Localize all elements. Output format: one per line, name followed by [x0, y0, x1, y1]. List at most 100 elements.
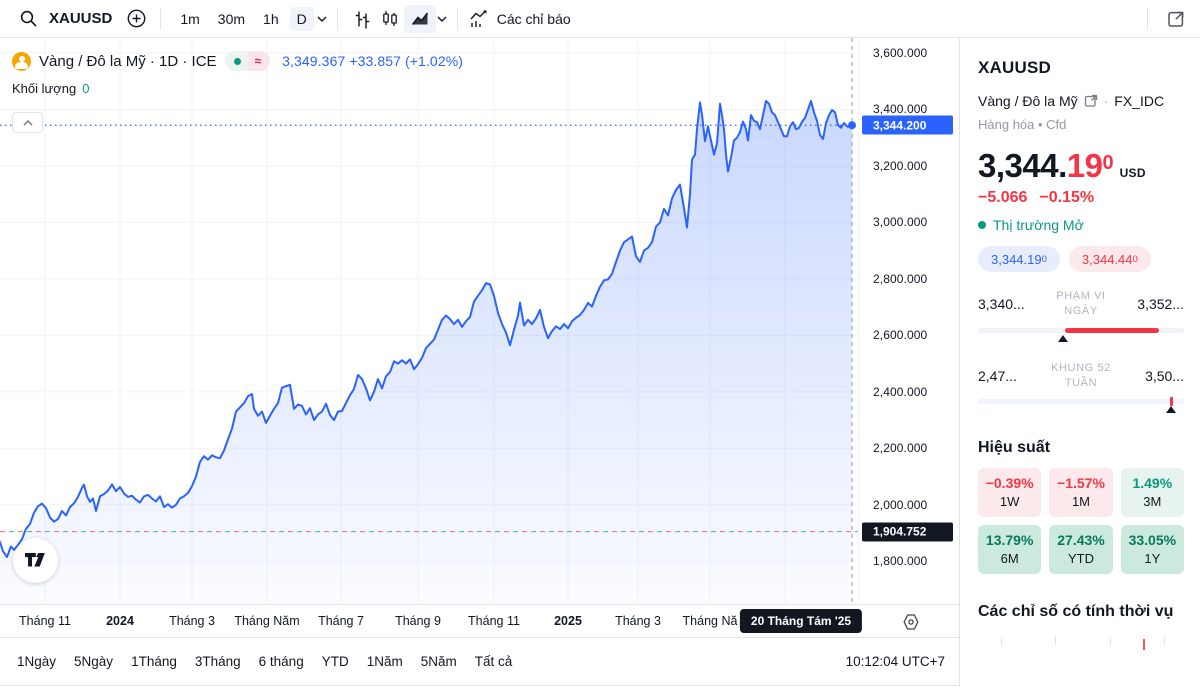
price-axis-tick: 2,400.000 — [873, 384, 928, 399]
tradingview-logo[interactable] — [13, 538, 58, 583]
perf-period: 1Y — [1144, 551, 1161, 567]
interval-button-1h[interactable]: 1h — [263, 10, 279, 27]
symbol-search-button[interactable]: XAUUSD — [49, 10, 113, 27]
symbol-search-group: XAUUSD — [14, 5, 150, 33]
day-range-high: 3,352... — [1137, 295, 1184, 312]
sidebar-exchange[interactable]: FX_IDC — [1114, 93, 1165, 109]
range-button-5Năm[interactable]: 5Năm — [420, 654, 457, 669]
time-axis-tick: Tháng Nă — [682, 614, 738, 628]
day-range-marker — [1058, 334, 1069, 342]
market-open-dot-icon — [978, 221, 986, 229]
range-button-YTD[interactable]: YTD — [321, 654, 349, 669]
seasonal-axis-tick — [1164, 636, 1166, 646]
interval-button-1m[interactable]: 1m — [180, 10, 200, 27]
seasonal-title[interactable]: Các chỉ số có tính thời vụ — [978, 603, 1174, 621]
search-icon[interactable] — [14, 5, 42, 33]
interval-button-30m[interactable]: 30m — [217, 10, 246, 27]
interval-button-D[interactable]: D — [289, 6, 314, 31]
price-currency: USD — [1119, 166, 1146, 180]
interval-chevron-down-icon[interactable] — [317, 16, 327, 22]
performance-tile-1W: −0.39% 1W — [978, 468, 1042, 518]
week52-label: KHUNG 52 TUẦN — [1051, 361, 1111, 389]
low-price-badge: 1,904.752 — [862, 522, 953, 542]
perf-period: 1W — [999, 494, 1020, 510]
range-button-6-tháng[interactable]: 6 tháng — [258, 654, 304, 669]
range-button-1Ngày[interactable]: 1Ngày — [17, 654, 57, 669]
indicators-label: Các chỉ báo — [496, 10, 571, 27]
perf-period: 6M — [1000, 551, 1019, 567]
week52-marker — [1165, 406, 1176, 414]
time-axis-tick: 2025 — [554, 614, 582, 628]
market-status-row: Thị trường Mở — [978, 217, 1184, 233]
bottom-range-bar: 1Ngày 5Ngày 1Tháng 3Tháng 6 tháng YTD 1Năm 5Năm… — [0, 637, 959, 686]
interval-group: 1m 30m 1h D — [171, 6, 315, 31]
chart-style-chevron-down-icon[interactable] — [437, 16, 447, 22]
sidebar-change-row: −5.066 −0.15% — [978, 189, 1184, 207]
candles-style-icon[interactable] — [376, 5, 404, 33]
range-button-5Ngày[interactable]: 5Ngày — [74, 654, 114, 669]
legend-symbol-title[interactable]: Vàng / Đô la Mỹ · 1D · ICE — [39, 52, 217, 70]
symbol-details-sidebar: XAUUSD Vàng / Đô la Mỹ · FX_IDC Hàng hóa… — [959, 38, 1200, 687]
range-button-3Tháng[interactable]: 3Tháng — [194, 654, 241, 669]
price-chart-svg[interactable] — [0, 38, 959, 604]
open-in-new-window-icon[interactable] — [1162, 5, 1190, 33]
axis-settings-icon[interactable] — [901, 612, 921, 637]
last-date-badge: 20 Tháng Tám '25 — [739, 609, 863, 633]
range-buttons-group: 1Ngày 5Ngày 1Tháng 3Tháng 6 tháng YTD 1Năm 5Năm… — [8, 648, 521, 675]
toolbar-separator — [160, 7, 162, 30]
bars-style-icon[interactable] — [348, 5, 376, 33]
time-axis[interactable]: Tháng Nă Tháng 3 2025 Tháng 11 Tháng 9 Tháng … — [0, 604, 959, 637]
perf-value: 33.05% — [1128, 532, 1177, 549]
seasonal-axis-tick — [1000, 636, 1002, 646]
performance-tile-1M: −1.57% 1M — [1049, 468, 1113, 518]
compare-add-symbol-icon[interactable] — [122, 5, 150, 33]
range-button-Tất-cả[interactable]: Tất cả — [474, 654, 513, 669]
time-axis-tick: Tháng 11 — [19, 614, 71, 628]
day-range-label: PHẠM VI NGÀY — [1056, 290, 1106, 317]
approx-data-badge: ≈ — [247, 51, 271, 71]
perf-period: 1M — [1071, 494, 1091, 510]
chart-column: 3,600.000 3,400.000 3,200.000 3,000.000 2,80… — [0, 38, 959, 687]
perf-value: 27.43% — [1057, 532, 1105, 549]
perf-value: 1.49% — [1132, 475, 1173, 492]
week52-current-tick — [1169, 397, 1173, 407]
price-axis[interactable]: 3,600.000 3,400.000 3,200.000 3,000.000 2,80… — [858, 38, 959, 604]
market-status-pill[interactable]: ≈ — [224, 51, 271, 71]
chart-style-group — [348, 4, 447, 33]
sidebar-symbol-name[interactable]: Vàng / Đô la Mỹ — [978, 93, 1078, 109]
legend-quote-values: 3,349.367 +33.857 (+1.02%) — [282, 53, 464, 69]
external-link-icon[interactable] — [1084, 94, 1098, 108]
day-range-low: 3,340... — [978, 295, 1025, 312]
volume-row[interactable]: Khối lượng 0 — [12, 81, 463, 96]
week52-track — [978, 399, 1184, 405]
indicators-button[interactable]: Các chỉ báo — [468, 9, 571, 29]
week52-low: 2,47... — [978, 367, 1017, 384]
price-axis-tick: 2,000.000 — [873, 497, 928, 512]
price-axis-tick: 2,600.000 — [873, 328, 928, 343]
change-absolute: −5.066 — [978, 189, 1028, 206]
performance-tile-YTD: 27.43% YTD — [1049, 525, 1113, 575]
area-style-icon-active[interactable] — [403, 4, 436, 33]
performance-grid: −0.39% 1W −1.57% 1M 1.49% 3M 13.79% 6M 27.43% YTD… — [978, 468, 1184, 575]
price-axis-tick: 3,400.000 — [873, 102, 928, 117]
sidebar-symbol[interactable]: XAUUSD — [978, 58, 1051, 77]
toolbar-separator — [336, 7, 338, 30]
time-axis-tick: Tháng 3 — [615, 614, 661, 628]
chevron-up-icon — [22, 119, 33, 126]
seasonal-axis-tick — [1055, 636, 1057, 646]
market-open-dot-icon — [224, 51, 248, 71]
day-range-block: 3,340... PHẠM VI NGÀY 3,352... — [978, 289, 1184, 344]
bid-price-pill[interactable]: 3,344.19 0 — [978, 246, 1060, 272]
range-button-1Năm[interactable]: 1Năm — [366, 654, 403, 669]
toolbar-separator — [456, 7, 458, 30]
time-axis-tick: Tháng 11 — [468, 614, 520, 628]
week52-range-block: 2,47... KHUNG 52 TUẦN 3,50... — [978, 361, 1184, 416]
perf-period: 3M — [1143, 494, 1162, 510]
range-button-1Tháng[interactable]: 1Tháng — [131, 654, 177, 669]
legend-collapse-button[interactable] — [12, 112, 43, 133]
price-axis-tick: 2,200.000 — [873, 441, 928, 456]
chart-pane[interactable]: 3,600.000 3,400.000 3,200.000 3,000.000 2,80… — [0, 38, 959, 604]
ask-price-pill[interactable]: 3,344.44 0 — [1068, 246, 1151, 272]
time-axis-tick: Tháng Năm — [234, 614, 300, 628]
clock-utc[interactable]: 10:12:04 UTC+7 — [845, 654, 945, 669]
